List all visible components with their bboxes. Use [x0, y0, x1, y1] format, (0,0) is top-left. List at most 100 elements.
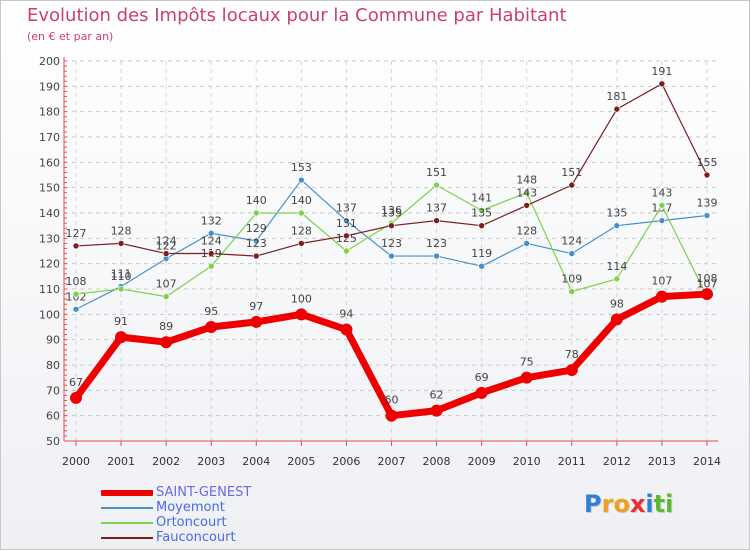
- data-point: [433, 217, 440, 224]
- data-point: [295, 308, 308, 321]
- legend-swatch-fauconcourt: [101, 537, 153, 539]
- x-tick-label: 2010: [513, 455, 541, 468]
- data-label: 95: [204, 305, 218, 318]
- data-point: [72, 305, 80, 313]
- y-tick-label: 180: [39, 106, 60, 119]
- data-point: [340, 323, 353, 336]
- data-point: [162, 293, 170, 300]
- legend-swatch-saint-genest: [101, 490, 153, 496]
- x-tick-label: 2004: [242, 455, 270, 468]
- data-label: 191: [651, 65, 672, 78]
- data-point: [658, 217, 666, 224]
- x-tick-label: 2006: [332, 455, 360, 468]
- legend-swatch-moyemont: [101, 507, 153, 509]
- data-point: [520, 371, 533, 384]
- proxiti-logo: Proxiti: [584, 490, 673, 518]
- data-label: 135: [471, 207, 492, 220]
- data-point: [343, 232, 350, 240]
- data-label: 67: [69, 376, 83, 389]
- data-point: [207, 262, 215, 270]
- logo-letter: r: [601, 490, 614, 518]
- logo-letter: i: [665, 490, 674, 518]
- data-label: 132: [201, 214, 222, 227]
- data-point: [72, 290, 80, 298]
- data-point: [298, 209, 305, 217]
- data-point: [613, 275, 621, 283]
- x-tick-label: 2007: [377, 455, 405, 468]
- data-point: [478, 207, 485, 214]
- data-label: 140: [246, 194, 267, 207]
- data-label: 69: [475, 371, 489, 384]
- data-label: 123: [426, 237, 447, 250]
- data-label: 91: [114, 315, 128, 328]
- data-point: [207, 229, 215, 237]
- data-label: 108: [696, 272, 717, 285]
- data-point: [568, 288, 576, 295]
- data-point: [252, 209, 260, 217]
- x-tick-label: 2003: [197, 455, 225, 468]
- logo-letter: t: [653, 490, 666, 518]
- y-tick-label: 60: [46, 410, 60, 423]
- data-point: [298, 176, 305, 184]
- y-tick-label: 100: [39, 308, 60, 321]
- data-point: [115, 331, 128, 344]
- data-point: [205, 321, 218, 333]
- data-point: [613, 105, 621, 113]
- y-tick-label: 50: [46, 435, 60, 448]
- data-point: [658, 202, 666, 209]
- data-point: [478, 262, 485, 270]
- data-point: [250, 315, 263, 328]
- data-label: 135: [381, 207, 402, 220]
- data-point: [523, 189, 531, 197]
- legend-swatch-ortoncourt: [101, 522, 153, 524]
- y-tick-label: 110: [39, 283, 60, 296]
- data-label: 137: [426, 202, 447, 215]
- data-label: 129: [246, 222, 267, 235]
- y-tick-label: 120: [39, 258, 60, 271]
- data-label: 107: [651, 275, 672, 288]
- data-label: 151: [561, 166, 582, 179]
- x-tick-label: 2009: [468, 455, 496, 468]
- y-tick-label: 130: [39, 232, 60, 245]
- data-point: [160, 336, 173, 349]
- x-tick-label: 2014: [693, 455, 721, 468]
- data-label: 122: [156, 240, 177, 253]
- y-tick-label: 90: [46, 334, 60, 347]
- y-tick-label: 200: [39, 55, 60, 68]
- data-point: [568, 181, 576, 189]
- logo-letter: P: [584, 490, 602, 518]
- y-tick-label: 140: [39, 207, 60, 220]
- data-point: [475, 386, 488, 399]
- data-point: [298, 240, 305, 247]
- data-label: 141: [471, 191, 492, 204]
- data-label: 128: [516, 224, 537, 237]
- data-label: 128: [111, 224, 132, 237]
- data-label: 148: [516, 174, 537, 187]
- x-tick-label: 2013: [648, 455, 676, 468]
- y-tick-label: 150: [39, 182, 60, 195]
- logo-letter: i: [645, 490, 654, 518]
- data-label: 136: [381, 204, 402, 217]
- y-tick-label: 190: [39, 80, 60, 93]
- data-point: [388, 222, 395, 229]
- data-label: 153: [291, 161, 312, 174]
- y-tick-label: 80: [46, 359, 60, 372]
- data-point: [430, 404, 443, 417]
- x-tick-label: 2011: [558, 455, 586, 468]
- logo-letter: x: [629, 490, 646, 518]
- data-label: 127: [66, 227, 87, 240]
- data-label: 89: [159, 320, 173, 333]
- data-point: [655, 290, 668, 303]
- data-point: [523, 202, 531, 209]
- y-tick-label: 170: [39, 131, 60, 144]
- x-tick-label: 2000: [62, 455, 90, 468]
- data-point: [343, 247, 350, 255]
- data-label: 119: [471, 247, 492, 260]
- x-tick-label: 2012: [603, 455, 631, 468]
- data-label: 131: [336, 217, 357, 230]
- data-label: 108: [66, 275, 87, 288]
- data-point: [568, 250, 576, 257]
- chart-subtitle: (en € et par an): [27, 30, 114, 43]
- data-point: [613, 222, 621, 229]
